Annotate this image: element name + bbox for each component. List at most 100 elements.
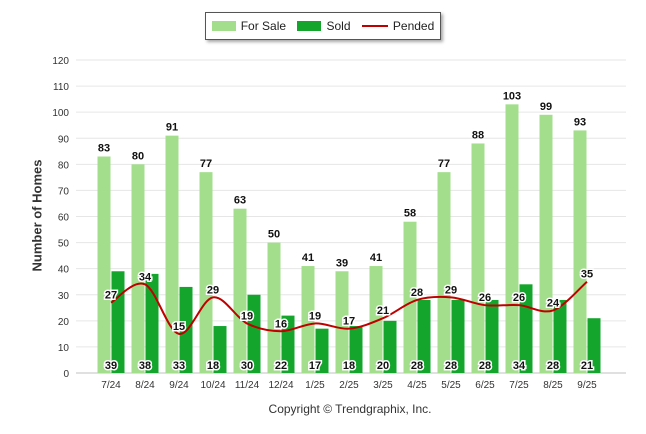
sold-data-label: 18 — [207, 360, 219, 372]
for-sale-data-label: 77 — [200, 158, 212, 170]
for-sale-bar — [403, 221, 417, 373]
for-sale-data-label: 88 — [472, 129, 484, 141]
x-tick-label: 12/24 — [268, 380, 293, 391]
legend-label-sold: Sold — [326, 19, 351, 33]
pended-line — [110, 280, 588, 335]
y-tick-label: 10 — [58, 343, 70, 354]
x-tick-label: 8/25 — [543, 380, 563, 391]
sold-data-label: 18 — [343, 360, 355, 372]
legend-label-pended: Pended — [392, 19, 435, 33]
sold-data-label: 28 — [445, 360, 457, 372]
sold-data-label: 28 — [547, 360, 559, 372]
x-tick-label: 1/25 — [305, 380, 325, 391]
for-sale-bar — [539, 114, 553, 374]
for-sale-data-label: 77 — [438, 158, 450, 170]
legend-item-sold[interactable]: Sold — [297, 19, 351, 33]
y-tick-label: 100 — [52, 108, 69, 119]
for-sale-bar — [233, 208, 247, 373]
legend-item-pended[interactable]: Pended — [361, 19, 435, 33]
for-sale-data-label: 58 — [404, 208, 416, 220]
for-sale-bar — [573, 130, 587, 373]
sold-bar — [383, 320, 397, 373]
pended-data-label: 21 — [377, 305, 389, 317]
for-sale-data-label: 93 — [574, 116, 586, 128]
y-tick-label: 70 — [58, 186, 70, 197]
y-tick-label: 90 — [58, 134, 70, 145]
for-sale-bar — [267, 242, 281, 373]
pended-data-label: 27 — [105, 290, 117, 302]
sold-data-label: 39 — [105, 360, 117, 372]
sold-bar — [315, 328, 329, 373]
pended-data-label: 35 — [581, 269, 593, 281]
y-axis-title: Number of Homes — [29, 159, 45, 272]
sold-data-label: 20 — [377, 360, 389, 372]
for-sale-bar — [471, 143, 485, 373]
y-tick-label: 20 — [58, 317, 70, 328]
sold-data-label: 21 — [581, 360, 593, 372]
for-sale-data-label: 39 — [336, 257, 348, 269]
sold-data-label: 17 — [309, 360, 321, 372]
for-sale-data-label: 41 — [370, 252, 382, 264]
for-sale-bar — [97, 156, 111, 373]
x-tick-label: 7/24 — [101, 380, 121, 391]
sold-data-label: 28 — [479, 360, 491, 372]
for-sale-data-label: 99 — [540, 101, 552, 113]
pended-data-label: 24 — [547, 297, 560, 309]
for-sale-bar — [437, 172, 451, 373]
y-tick-label: 60 — [58, 213, 70, 224]
x-tick-label: 9/24 — [169, 380, 189, 391]
y-tick-label: 50 — [58, 239, 70, 250]
pended-data-label: 16 — [275, 318, 287, 330]
y-tick-label: 80 — [58, 160, 70, 171]
x-tick-label: 8/24 — [135, 380, 155, 391]
for-sale-bar — [335, 271, 349, 373]
x-tick-label: 11/24 — [235, 380, 260, 391]
sold-bar — [553, 299, 567, 373]
y-tick-label: 40 — [58, 265, 70, 276]
pended-data-label: 15 — [173, 321, 185, 333]
pended-data-label: 26 — [513, 292, 525, 304]
pended-data-label: 19 — [309, 310, 321, 322]
x-tick-label: 6/25 — [475, 380, 495, 391]
y-tick-label: 0 — [63, 369, 69, 380]
legend: For Sale Sold Pended — [205, 12, 441, 40]
sold-bar — [349, 326, 363, 373]
y-tick-label: 30 — [58, 291, 70, 302]
x-tick-label: 10/24 — [200, 380, 225, 391]
pended-data-label: 28 — [411, 287, 423, 299]
x-tick-label: 9/25 — [577, 380, 597, 391]
sold-swatch-icon — [297, 21, 322, 31]
for-sale-bar — [301, 266, 315, 373]
sold-data-label: 30 — [241, 360, 253, 372]
sold-bar — [111, 271, 125, 373]
x-tick-label: 3/25 — [373, 380, 393, 391]
x-tick-label: 2/25 — [339, 380, 359, 391]
y-tick-label: 110 — [53, 82, 69, 93]
x-tick-label: 5/25 — [441, 380, 461, 391]
sold-data-label: 28 — [411, 360, 423, 372]
legend-item-for-sale[interactable]: For Sale — [211, 19, 286, 33]
sold-data-label: 34 — [513, 360, 526, 372]
pended-data-label: 19 — [241, 310, 253, 322]
y-tick-label: 120 — [52, 56, 69, 67]
for-sale-bar — [165, 135, 179, 373]
sold-data-label: 38 — [139, 360, 151, 372]
pended-data-label: 17 — [343, 316, 355, 328]
for-sale-data-label: 103 — [503, 90, 521, 102]
sold-data-label: 33 — [173, 360, 185, 372]
pended-line-icon — [361, 25, 388, 27]
sold-bar — [587, 318, 601, 373]
for-sale-bar — [505, 104, 519, 373]
for-sale-data-label: 41 — [302, 252, 314, 264]
sold-data-label: 22 — [275, 360, 287, 372]
for-sale-bar — [131, 164, 145, 373]
pended-data-label: 29 — [207, 284, 219, 296]
for-sale-data-label: 91 — [166, 122, 178, 134]
sold-bar — [247, 294, 261, 373]
for-sale-data-label: 50 — [268, 229, 280, 241]
sold-bar — [485, 299, 499, 373]
copyright: Copyright © Trendgraphix, Inc. — [268, 402, 432, 416]
for-sale-data-label: 80 — [132, 150, 144, 162]
for-sale-data-label: 83 — [98, 143, 110, 155]
